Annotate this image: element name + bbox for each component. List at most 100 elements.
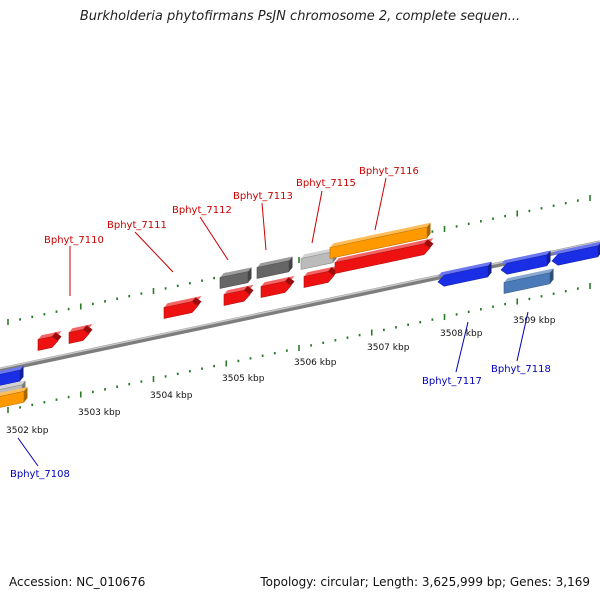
gene-front-face xyxy=(0,369,21,386)
gene-bphyt-7116-rna[interactable] xyxy=(329,222,431,259)
label-connector xyxy=(199,216,229,261)
gene-side-face xyxy=(83,325,93,334)
chromosome-backbone xyxy=(0,240,600,373)
gene-front-face xyxy=(334,243,431,274)
tick-track-lower xyxy=(7,283,591,413)
gene-bphyt-7113-pseudo[interactable] xyxy=(256,256,293,279)
gene-front-face xyxy=(0,390,25,408)
scale-label: 3502 kbp xyxy=(6,426,49,436)
gene-label-bphyt-7118[interactable]: Bphyt_7118 xyxy=(491,364,551,375)
gene-top-face xyxy=(301,247,337,259)
gene-top-face xyxy=(0,387,28,397)
gene-label-bphyt-7115[interactable]: Bphyt_7115 xyxy=(296,178,356,189)
gene-front-face xyxy=(503,272,551,294)
gene-bphyt-7115-misc[interactable] xyxy=(300,247,337,270)
gene-front-face xyxy=(260,281,292,298)
gene-bphyt-7108[interactable] xyxy=(0,365,24,386)
label-connectors xyxy=(17,177,529,467)
gene-side-face xyxy=(547,250,551,266)
gene-bphyt-7116[interactable] xyxy=(334,238,434,274)
gene-bphyt-7118c[interactable] xyxy=(551,241,600,266)
gene-label-bphyt-7110[interactable]: Bphyt_7110 xyxy=(44,235,104,246)
gene-side-face xyxy=(52,332,62,341)
gene-top-face xyxy=(0,380,26,390)
gene-top-face xyxy=(261,275,295,287)
gene-front-face xyxy=(219,271,249,289)
gene-label-bphyt-7112[interactable]: Bphyt_7112 xyxy=(172,205,232,216)
gene-bphyt-7111[interactable] xyxy=(163,296,202,319)
chromosome-backbone-highlight xyxy=(0,240,600,370)
label-connector xyxy=(17,437,39,467)
scale-label: 3505 kbp xyxy=(222,374,265,384)
scale-label: 3503 kbp xyxy=(78,408,121,418)
gene-front-face xyxy=(163,301,199,319)
gene-bphyt-7112-pseudo[interactable] xyxy=(219,267,252,289)
genome-title: Burkholderia phytofirmans PsJN chromosom… xyxy=(79,9,521,24)
gene-bphyt-7118b[interactable] xyxy=(503,268,554,294)
scale-label: 3509 kbp xyxy=(513,316,556,326)
gene-front-face xyxy=(500,254,548,275)
gene-side-face xyxy=(550,268,554,284)
gene-bphyt-7113[interactable] xyxy=(260,275,295,298)
gene-features xyxy=(0,222,600,409)
gene-front-face xyxy=(37,336,59,351)
gene-label-bphyt-7108[interactable]: Bphyt_7108 xyxy=(10,469,70,480)
gene-top-face xyxy=(501,250,551,265)
gene-front-face xyxy=(223,289,251,306)
gene-side-face xyxy=(427,222,431,238)
gene-label-bphyt-7116[interactable]: Bphyt_7116 xyxy=(359,166,419,177)
gene-bphyt-7110a[interactable] xyxy=(37,331,62,351)
gene-front-face xyxy=(437,265,489,287)
gene-name-labels: Bphyt_7110 Bphyt_7111 Bphyt_7112 Bphyt_7… xyxy=(10,166,551,480)
gene-label-bphyt-7111[interactable]: Bphyt_7111 xyxy=(107,220,167,231)
gene-top-face xyxy=(164,296,202,308)
gene-side-face xyxy=(244,286,254,295)
label-connector xyxy=(134,231,174,273)
gene-top-face xyxy=(552,241,600,256)
gene-top-face xyxy=(330,222,431,248)
gene-side-face xyxy=(424,239,434,248)
gene-front-face xyxy=(300,251,334,270)
gene-side-face xyxy=(285,277,295,286)
gene-bphyt-7115[interactable] xyxy=(303,265,338,288)
label-connector xyxy=(455,321,469,373)
gene-front-face xyxy=(68,329,90,344)
gene-top-face xyxy=(220,267,252,278)
gene-bphyt-7118a[interactable] xyxy=(500,250,551,275)
scale-labels: 3502 kbp 3503 kbp 3504 kbp 3505 kbp 3506… xyxy=(6,316,556,436)
gene-label-bphyt-7117[interactable]: Bphyt_7117 xyxy=(422,376,482,387)
label-connector xyxy=(374,177,387,231)
gene-side-face xyxy=(24,387,28,403)
gene-side-face xyxy=(192,297,202,306)
accession-text: Accession: NC_010676 xyxy=(9,575,146,589)
gene-bphyt-7117[interactable] xyxy=(437,261,492,287)
gene-top-face xyxy=(438,261,492,277)
scale-label: 3504 kbp xyxy=(150,391,193,401)
scale-label: 3506 kbp xyxy=(294,358,337,368)
gene-front-face xyxy=(329,226,428,259)
gene-front-face xyxy=(303,271,335,288)
gene-side-face xyxy=(248,267,252,283)
gene-bphyt-7112[interactable] xyxy=(223,284,254,306)
gene-front-face xyxy=(551,245,599,266)
gene-top-face xyxy=(335,238,434,263)
gene-top-face xyxy=(0,365,24,375)
gene-bphyt-7108-rna[interactable] xyxy=(0,387,28,409)
label-connector xyxy=(261,202,267,251)
scale-label: 3508 kbp xyxy=(440,329,483,339)
gene-bphyt-7110b[interactable] xyxy=(68,324,93,344)
scale-label: 3507 kbp xyxy=(367,343,410,353)
gene-side-face xyxy=(289,256,293,272)
gene-label-bphyt-7113[interactable]: Bphyt_7113 xyxy=(233,191,293,202)
label-connector xyxy=(311,190,323,244)
gene-top-face xyxy=(304,265,338,277)
gene-top-face xyxy=(224,284,254,295)
gene-top-face xyxy=(504,268,554,283)
label-connector xyxy=(516,311,529,362)
gene-side-face xyxy=(488,261,492,277)
genome-summary-text: Topology: circular; Length: 3,625,999 bp… xyxy=(260,575,590,589)
gene-top-face xyxy=(257,256,293,268)
gene-side-face xyxy=(20,365,24,382)
